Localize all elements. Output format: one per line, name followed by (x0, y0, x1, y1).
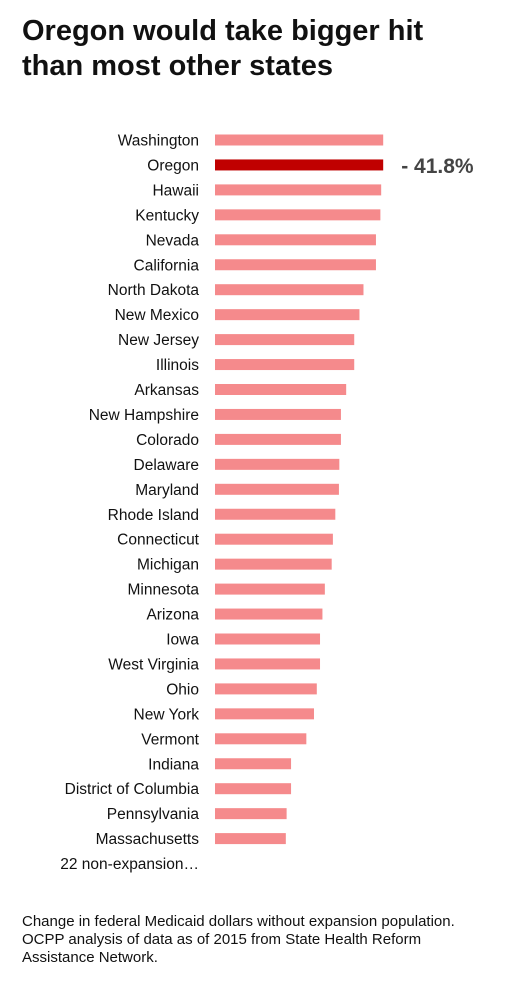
bar (215, 259, 376, 271)
chart-title: Oregon would take bigger hit than most o… (22, 15, 424, 82)
bar (215, 783, 292, 795)
bar (215, 658, 321, 670)
category-label: Washington (118, 133, 199, 150)
bar (215, 209, 381, 221)
bar (215, 483, 339, 495)
category-label: Connecticut (117, 532, 200, 549)
footnote: Change in federal Medicaid dollars witho… (22, 913, 492, 967)
footnote-description: Change in federal Medicaid dollars witho… (22, 913, 455, 930)
bar (215, 184, 382, 196)
bar (215, 833, 286, 845)
category-label: Oregon (147, 157, 199, 174)
category-label: Rhode Island (108, 507, 199, 524)
category-label: 22 non-expansion… (60, 856, 199, 873)
bar (215, 533, 333, 545)
category-labels: Washington Oregon Hawaii Kentucky Nevada Cali… (60, 133, 199, 874)
oregon-value-label: - 41.8% (401, 155, 474, 178)
bar (215, 458, 340, 470)
bar (215, 808, 287, 820)
category-label: California (134, 257, 200, 274)
category-label: Nevada (146, 232, 200, 249)
bar (215, 234, 376, 246)
category-label: Pennsylvania (107, 806, 200, 823)
category-label: Arizona (146, 607, 199, 624)
category-label: Michigan (137, 557, 199, 574)
category-label: New Jersey (118, 332, 199, 349)
bar-highlight (215, 159, 384, 171)
bar (215, 134, 384, 146)
bar (215, 433, 341, 445)
category-label: New York (134, 706, 200, 723)
category-label: Hawaii (152, 182, 199, 199)
bar (215, 408, 341, 420)
category-label: New Mexico (115, 307, 199, 324)
category-label: Iowa (166, 632, 199, 649)
bar (215, 334, 355, 346)
bars (215, 134, 384, 845)
bar (215, 733, 307, 745)
category-label: Vermont (141, 731, 199, 748)
bar (215, 359, 355, 371)
bar (215, 683, 317, 695)
bar (215, 608, 323, 620)
category-label: Kentucky (135, 207, 199, 224)
category-label: Colorado (136, 432, 199, 449)
bar (215, 309, 360, 321)
bar (215, 583, 325, 595)
bar (215, 633, 321, 645)
category-label: Minnesota (127, 582, 199, 599)
category-label: Delaware (134, 457, 199, 474)
category-label: West Virginia (108, 656, 199, 673)
category-label: Ohio (166, 681, 199, 698)
bar (215, 708, 314, 720)
category-label: Arkansas (134, 382, 199, 399)
bar (215, 384, 347, 395)
category-label: Maryland (135, 482, 199, 499)
footnote-source: OCPP analysis of data as of 2015 from St… (22, 931, 422, 966)
bar (215, 284, 364, 296)
category-label: District of Columbia (65, 781, 200, 798)
bar (215, 558, 332, 570)
bar (215, 508, 336, 520)
category-label: Illinois (156, 357, 199, 374)
category-label: Massachusetts (96, 831, 200, 848)
category-label: Indiana (148, 756, 199, 773)
category-label: New Hampshire (89, 407, 199, 424)
bar (215, 758, 292, 770)
category-label: North Dakota (108, 282, 200, 299)
bar-chart: Washington Oregon Hawaii Kentucky Nevada Cali… (60, 133, 474, 874)
